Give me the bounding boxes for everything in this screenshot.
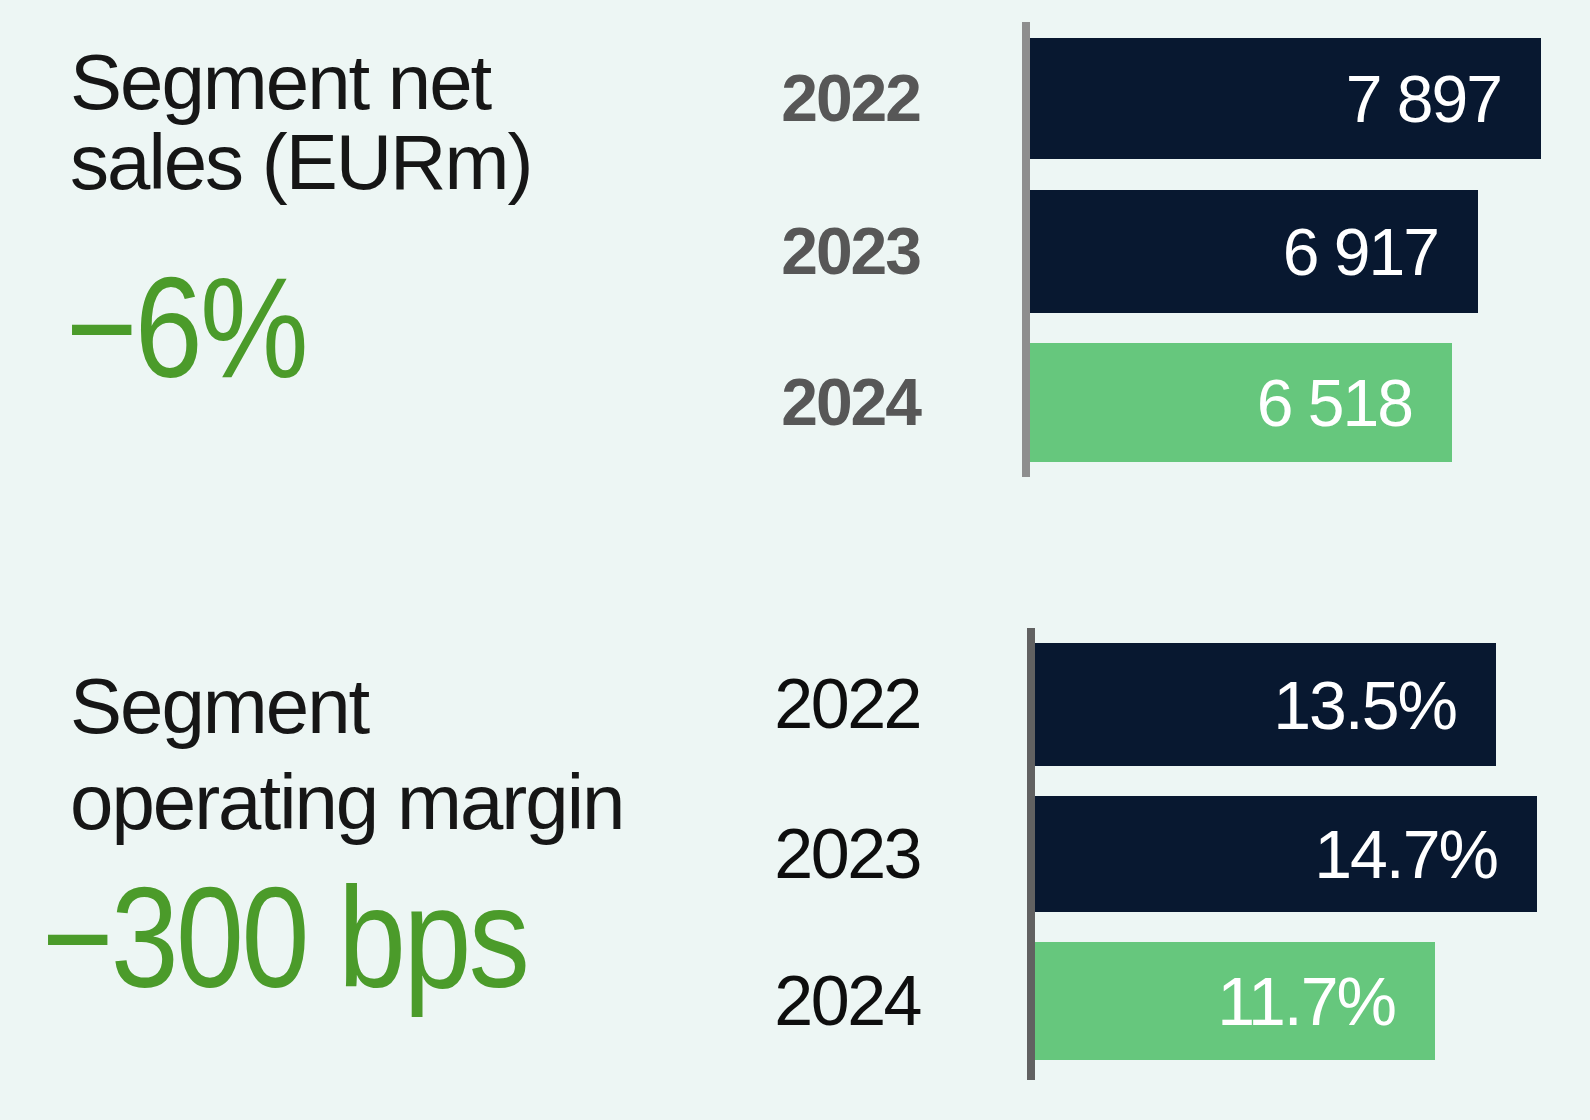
net-sales-year-label-2024: 2024: [700, 343, 920, 462]
net-sales-change-value: −6%: [66, 246, 306, 410]
operating-margin-title: Segment operating margin: [70, 658, 623, 850]
net-sales-year-label-2022: 2022: [700, 38, 920, 159]
operating-margin-title-line1: Segment: [70, 658, 623, 754]
net-sales-bar-2022: 7 897: [1030, 38, 1541, 159]
net-sales-value-2022: 7 897: [1346, 61, 1501, 137]
operating-margin-title-line2: operating margin: [70, 754, 623, 850]
operating-margin-year-label-2022: 2022: [700, 643, 920, 766]
operating-margin-year-label-2023: 2023: [700, 796, 920, 912]
operating-margin-bar-2022: 13.5%: [1035, 643, 1496, 766]
operating-margin-year-label-2024: 2024: [700, 942, 920, 1060]
operating-margin-bar-2024: 11.7%: [1035, 942, 1435, 1060]
net-sales-axis-line: [1022, 22, 1030, 477]
kpi-infographic: Segment net sales (EURm) −6% Segment ope…: [0, 0, 1590, 1120]
net-sales-value-2023: 6 917: [1283, 214, 1438, 290]
net-sales-title-line1: Segment net: [70, 42, 531, 122]
net-sales-title: Segment net sales (EURm): [70, 42, 531, 202]
operating-margin-value-2022: 13.5%: [1273, 666, 1456, 744]
net-sales-title-line2: sales (EURm): [70, 122, 531, 202]
operating-margin-bar-2023: 14.7%: [1035, 796, 1537, 912]
operating-margin-change-value: −300 bps: [42, 856, 527, 1020]
operating-margin-axis-line: [1027, 628, 1035, 1080]
net-sales-year-label-2023: 2023: [700, 190, 920, 313]
operating-margin-value-2024: 11.7%: [1217, 962, 1395, 1040]
net-sales-bar-2023: 6 917: [1030, 190, 1478, 313]
operating-margin-value-2023: 14.7%: [1314, 815, 1497, 893]
net-sales-value-2024: 6 518: [1257, 365, 1412, 441]
net-sales-bar-2024: 6 518: [1030, 343, 1452, 462]
